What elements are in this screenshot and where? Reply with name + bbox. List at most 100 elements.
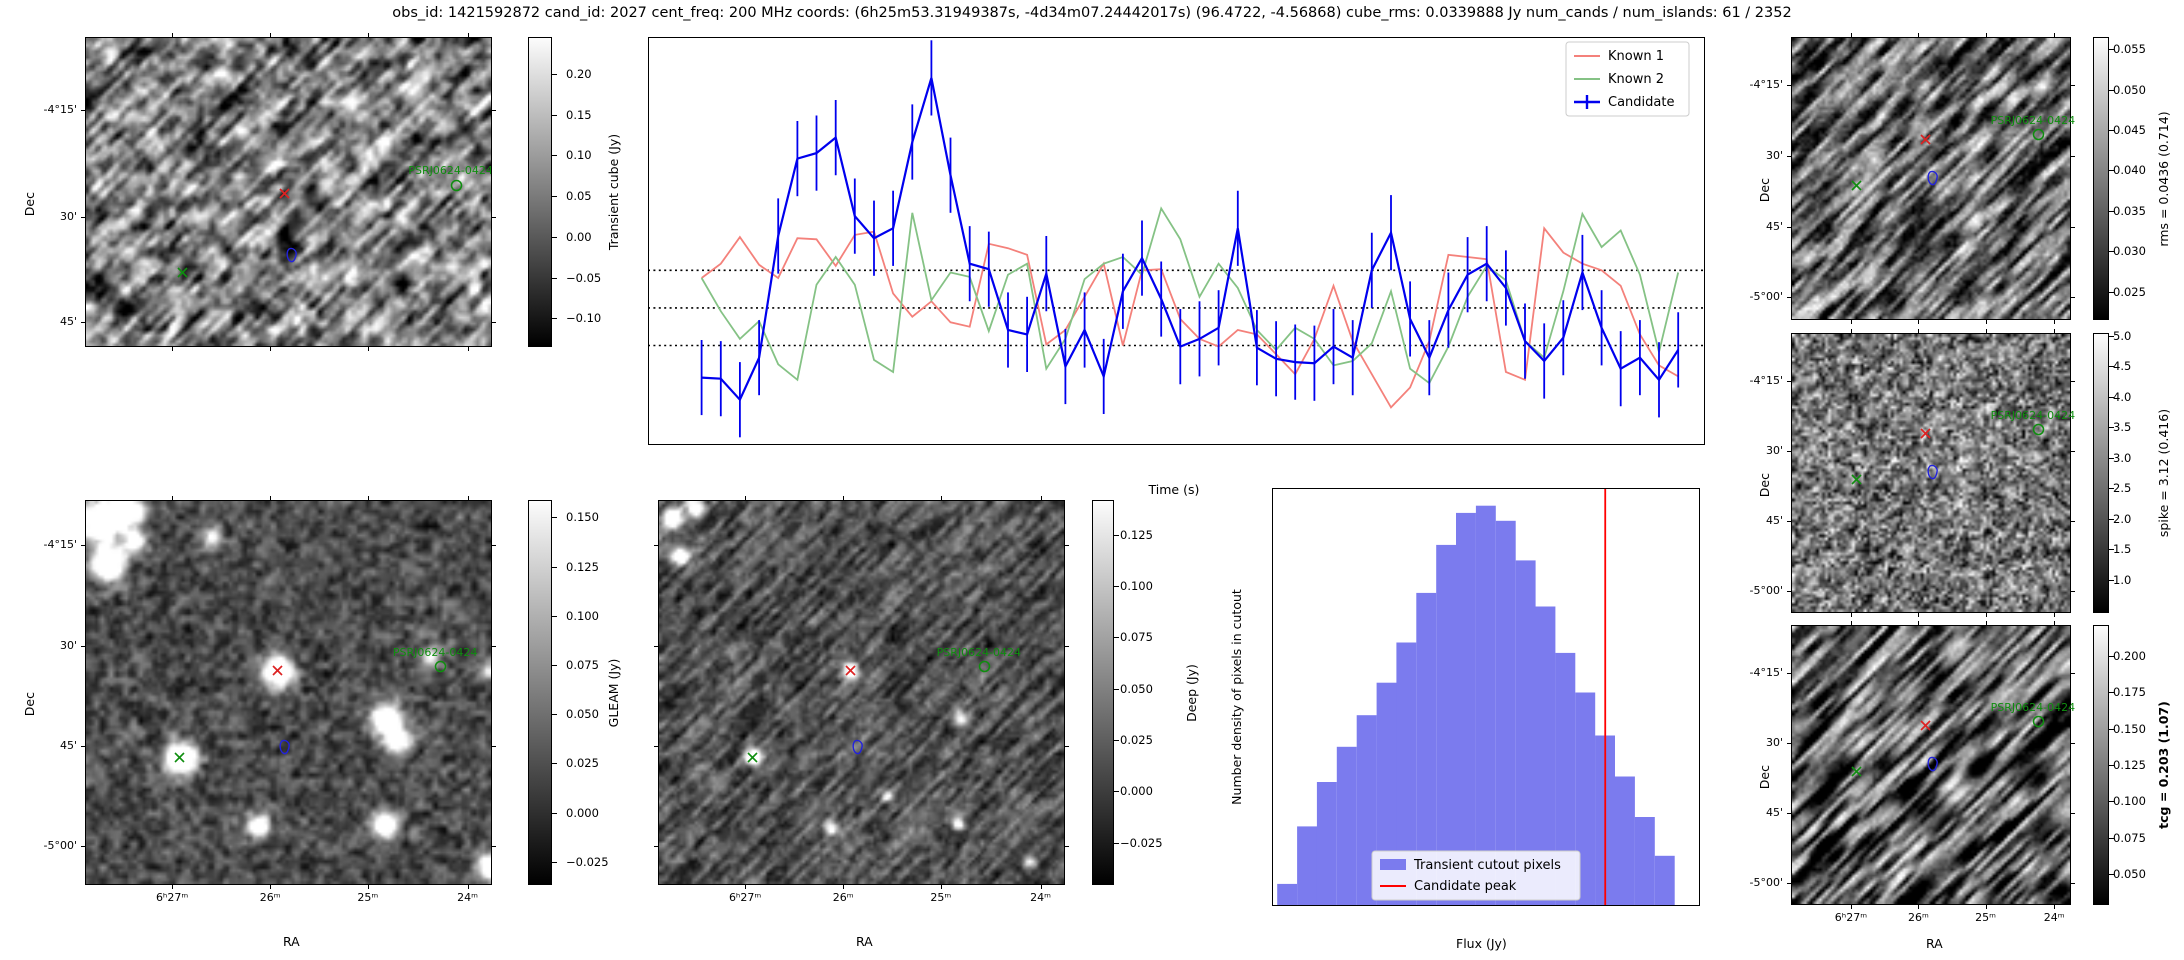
dec-tick-label: -4°15'	[1749, 373, 1784, 387]
pulsar-circle-marker	[2032, 128, 2045, 140]
colorbar-title: GLEAM (Jy)	[606, 658, 621, 727]
x-tick	[1985, 613, 1987, 617]
colorbar-tick-label: 1.0	[2113, 572, 2132, 587]
y-tick	[2071, 882, 2075, 884]
ra-axis-label: RA	[856, 934, 873, 949]
colorbar-tick	[1114, 791, 1119, 793]
x-tick	[2054, 621, 2056, 625]
colorbar-tick-label: 0.100	[2113, 794, 2146, 809]
colorbar-tick-label: −0.05	[566, 270, 602, 285]
y-tick	[492, 216, 496, 218]
x-tick	[1918, 905, 1920, 909]
ra-tick-label: 6ʰ27ᵐ	[155, 891, 189, 904]
y-tick	[492, 322, 496, 324]
ra-tick-label: 25ᵐ	[930, 891, 952, 904]
histogram-bar	[1316, 782, 1337, 906]
x-tick	[467, 496, 469, 500]
colorbar-tick-label: 0.000	[1120, 784, 1153, 799]
ra-tick-label: 24ᵐ	[1030, 891, 1051, 904]
colorbar-tick-label: 0.025	[1120, 733, 1153, 748]
ra-tick-label: 24ᵐ	[2043, 911, 2065, 924]
colorbar-tick	[552, 861, 557, 863]
y-tick	[2071, 590, 2075, 592]
colorbar	[528, 37, 552, 347]
candidate-island-contour	[279, 740, 291, 755]
x-tick	[367, 496, 369, 500]
pulsar-circle-marker	[978, 660, 991, 673]
histogram-bar	[1615, 776, 1635, 906]
dec-tick-label: -4°15'	[1749, 665, 1784, 679]
histogram-bar	[1396, 642, 1417, 906]
colorbar-title: tcg = 0.203 (1.07)	[2156, 701, 2171, 829]
colorbar	[1092, 500, 1114, 885]
colorbar-title: spike = 3.12 (0.416)	[2156, 408, 2171, 538]
histogram-bar	[1416, 592, 1437, 906]
ra-axis-label: RA	[283, 934, 300, 949]
colorbar-tick-label: 0.075	[566, 658, 599, 673]
x-tick	[1850, 33, 1852, 37]
x-tick	[367, 347, 369, 351]
y-tick	[1787, 85, 1791, 87]
colorbar-tick	[1114, 740, 1119, 742]
x-tick	[172, 885, 174, 889]
colorbar-tick	[552, 714, 557, 716]
green-x-marker	[1851, 180, 1863, 191]
red-x-marker	[1920, 720, 1931, 732]
green-x-marker	[1851, 766, 1863, 777]
histogram-bar	[1634, 817, 1655, 906]
y-tick	[1787, 590, 1791, 592]
colorbar-tick	[2109, 170, 2114, 172]
x-tick	[270, 496, 272, 500]
gleam-cutout-panel: PSRJ0624-0424	[85, 500, 492, 885]
pulsar-circle-marker	[2032, 423, 2045, 435]
ra-tick-label: 6ʰ27ᵐ	[728, 891, 762, 904]
colorbar-tick-label: 4.0	[2113, 389, 2132, 404]
cutout-image	[86, 38, 491, 346]
histogram-bar	[1515, 560, 1536, 906]
dec-tick-label: 30'	[1765, 148, 1783, 162]
dec-tick-label: -4°15'	[43, 538, 78, 552]
ra-tick-label: 26ᵐ	[1907, 911, 1929, 924]
colorbar-tick	[2109, 728, 2114, 730]
x-tick	[1040, 885, 1042, 889]
x-tick	[1985, 320, 1987, 324]
tcg-cutout-panel: PSRJ0624-0424	[1791, 625, 2075, 905]
x-tick	[1985, 905, 1987, 909]
colorbar-tick	[2109, 801, 2114, 803]
y-tick	[2071, 85, 2075, 87]
y-tick	[654, 645, 658, 647]
ra-tick-label: 26ᵐ	[259, 891, 281, 904]
x-tick	[172, 347, 174, 351]
colorbar-tick-label: 0.050	[1120, 681, 1153, 696]
legend-label: Transient cutout pixels	[1413, 858, 1561, 873]
dec-tick-label: 45'	[1765, 219, 1783, 233]
colorbar-tick	[2109, 692, 2114, 694]
y-tick	[492, 845, 496, 847]
y-tick	[81, 109, 85, 111]
colorbar-tick-label: 0.055	[2113, 42, 2146, 57]
x-tick	[1918, 33, 1920, 37]
colorbar-tick-label: 0.040	[2113, 163, 2146, 178]
pulsar-circle-marker	[435, 660, 447, 673]
ra-tick-label: 6ʰ27ᵐ	[1834, 911, 1868, 924]
y-tick	[2071, 450, 2075, 452]
y-tick	[1065, 745, 1069, 747]
dec-tick-label: 30'	[59, 209, 77, 223]
dec-tick-label: 45'	[59, 315, 77, 329]
y-tick	[1787, 672, 1791, 674]
candidate-island-contour	[1927, 757, 1938, 772]
y-tick	[1065, 645, 1069, 647]
colorbar-tick-label: 0.150	[2113, 721, 2146, 736]
colorbar-tick-label: 3.0	[2113, 450, 2132, 465]
time-axis-label: Time (s)	[1148, 482, 1200, 497]
y-tick	[1787, 155, 1791, 157]
pulsar-circle-marker	[450, 179, 463, 191]
dec-tick-label: -5°00'	[1749, 875, 1784, 889]
colorbar-tick-label: −0.025	[1120, 835, 1163, 850]
candidate-island-contour	[286, 247, 297, 263]
legend-label: Candidate	[1608, 95, 1674, 110]
colorbar-tick	[552, 566, 557, 568]
histogram-bar	[1336, 746, 1357, 906]
colorbar-tick-label: 0.000	[566, 805, 599, 820]
